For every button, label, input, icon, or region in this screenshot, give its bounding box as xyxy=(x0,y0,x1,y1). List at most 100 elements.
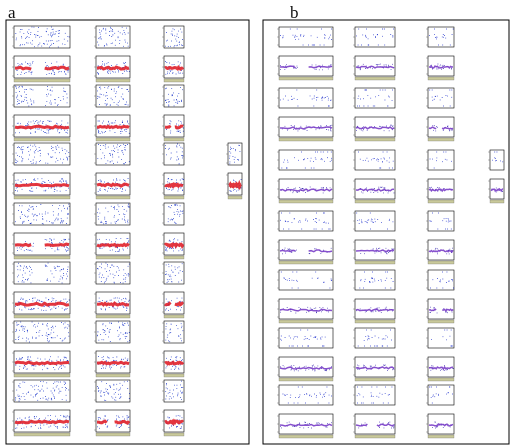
chromosome-strip xyxy=(278,199,334,204)
chromosome-strip xyxy=(163,314,185,319)
chromosome-strip xyxy=(95,137,131,142)
baf-points xyxy=(280,212,331,230)
chromosome-strip xyxy=(95,78,131,83)
baf-points xyxy=(357,89,393,107)
chromosome-strip xyxy=(13,137,71,142)
logr-trend-line xyxy=(14,301,70,307)
chromosome-strip xyxy=(95,195,131,200)
baf-points xyxy=(97,262,130,284)
panel-b-frame xyxy=(262,19,510,445)
chromosome-strip xyxy=(163,195,185,200)
baf-points xyxy=(97,321,130,343)
logr-trend-line xyxy=(14,124,70,130)
baf-points xyxy=(492,151,504,163)
chromosome-strip xyxy=(354,434,396,439)
baf-points xyxy=(97,380,130,402)
chromosome-strip xyxy=(354,319,396,324)
chromosome-strip xyxy=(13,432,71,437)
chromosome-strip xyxy=(163,432,185,437)
chromosome-strip xyxy=(278,434,334,439)
baf-points xyxy=(429,386,453,404)
chromosome-strip xyxy=(13,78,71,83)
baf-plot-32 xyxy=(278,327,334,349)
baf-plot-22 xyxy=(354,210,396,232)
logr-trend-line xyxy=(96,65,130,71)
baf-points xyxy=(429,212,452,230)
baf-points xyxy=(97,143,130,165)
logr-trend-line xyxy=(96,242,130,249)
logr-trend-line xyxy=(164,124,184,130)
baf-points xyxy=(15,203,70,225)
panel-b-label: b xyxy=(290,3,299,22)
chromosome-strip xyxy=(354,137,396,142)
baf-points xyxy=(165,143,184,165)
logr-trend-line xyxy=(355,65,395,69)
baf-plot-8 xyxy=(354,87,396,109)
baf-points xyxy=(165,28,184,48)
baf-points xyxy=(165,323,184,343)
baf-points xyxy=(16,262,69,284)
logr-trend-line xyxy=(164,300,184,307)
baf-plot-0 xyxy=(278,26,334,48)
chromosome-strip xyxy=(278,319,334,324)
baf-plot-34 xyxy=(354,327,396,349)
baf-points xyxy=(429,151,452,169)
baf-plot-16 xyxy=(427,149,455,171)
logr-trend-line xyxy=(14,360,70,366)
chromosome-strip xyxy=(427,319,455,324)
baf-plot-30 xyxy=(427,269,455,291)
baf-points xyxy=(280,329,326,347)
chromosome-strip xyxy=(163,137,185,142)
chromosome-strip xyxy=(354,260,396,265)
logr-trend-line xyxy=(279,249,333,253)
logr-trend-line xyxy=(355,423,395,427)
logr-trend-line xyxy=(14,65,70,71)
chromosome-strip xyxy=(427,199,455,204)
baf-plot-20 xyxy=(278,210,334,232)
baf-points xyxy=(97,203,130,225)
baf-points xyxy=(280,28,332,46)
chromosome-strip xyxy=(354,377,396,382)
chromosome-strip xyxy=(13,314,71,319)
baf-points xyxy=(15,85,68,107)
baf-points xyxy=(429,28,454,46)
baf-plot-42 xyxy=(427,384,455,406)
baf-points xyxy=(430,271,454,289)
logr-trend-line xyxy=(429,65,454,70)
baf-points xyxy=(165,380,184,401)
baf-plot-6 xyxy=(13,84,71,108)
baf-points xyxy=(356,212,394,230)
logr-trend-line xyxy=(428,126,454,131)
logr-trend-line xyxy=(428,249,454,254)
baf-plot-38 xyxy=(13,379,71,403)
logr-trend-line xyxy=(355,366,395,370)
baf-plot-16 xyxy=(163,142,185,166)
logr-trend-line xyxy=(355,188,395,192)
baf-points xyxy=(15,26,70,48)
logr-points xyxy=(280,364,332,372)
chromosome-strip xyxy=(427,137,455,142)
logr-trend-line xyxy=(428,365,454,371)
logr-points xyxy=(165,238,183,252)
chromosome-strip xyxy=(163,255,185,260)
logr-trend-line xyxy=(164,360,185,366)
logr-trend-line xyxy=(428,187,454,193)
logr-trend-line xyxy=(163,242,185,250)
chromosome-strip xyxy=(163,78,185,83)
baf-points xyxy=(282,386,332,404)
logr-trend-line xyxy=(279,308,333,312)
logr-trend-line xyxy=(279,423,333,427)
logr-plot-3 xyxy=(354,55,396,77)
chromosome-strip xyxy=(278,377,334,382)
chromosome-strip xyxy=(13,373,71,378)
baf-points xyxy=(15,381,70,402)
logr-trend-line xyxy=(96,360,130,366)
baf-plot-36 xyxy=(427,327,455,349)
baf-points xyxy=(280,271,333,289)
chromosome-strip xyxy=(13,255,71,260)
baf-points xyxy=(97,85,129,106)
logr-trend-line xyxy=(164,418,184,426)
baf-points xyxy=(356,28,394,46)
logr-trend-line xyxy=(164,64,185,72)
baf-points xyxy=(429,89,453,107)
